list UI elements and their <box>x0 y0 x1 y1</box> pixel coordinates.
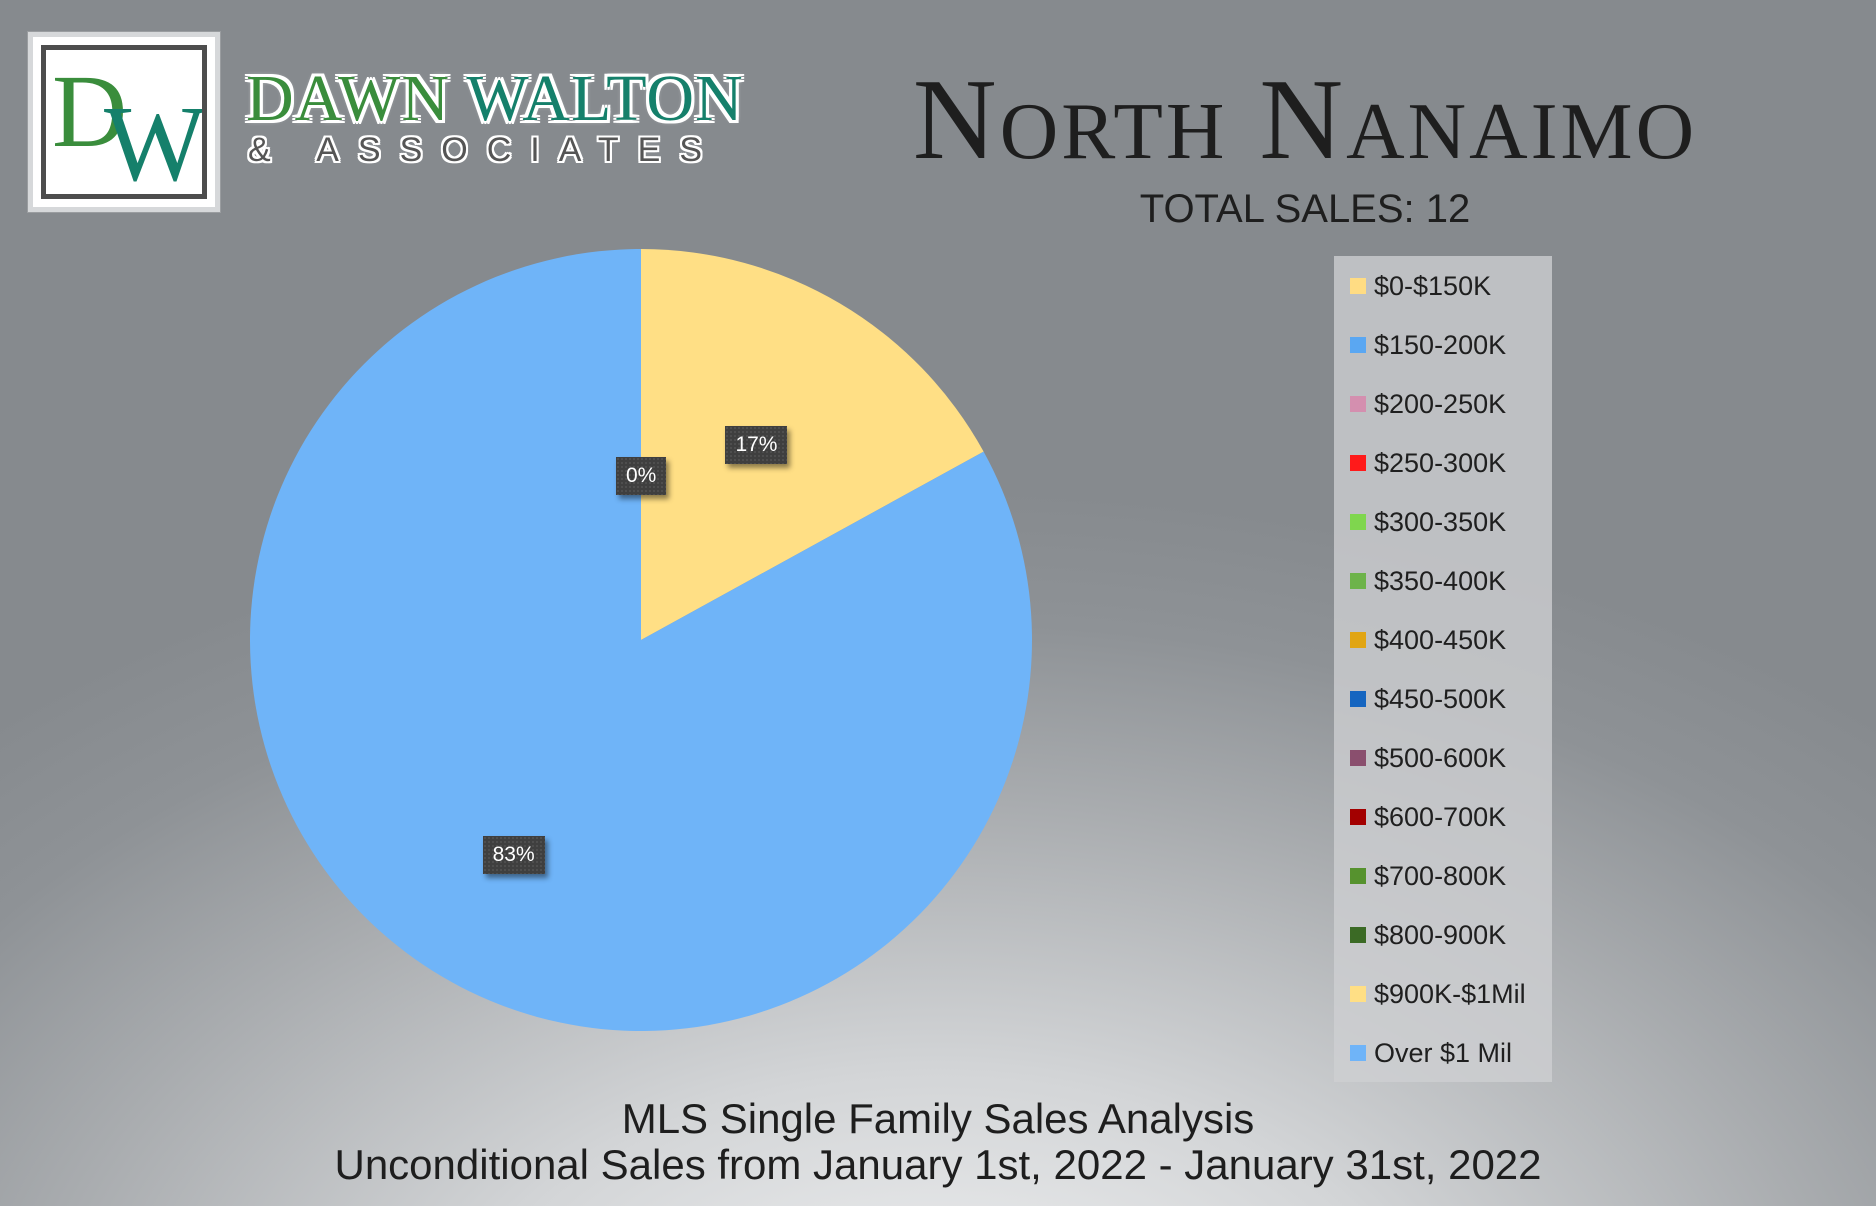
footer-date-range: Unconditional Sales from January 1st, 20… <box>0 1140 1876 1190</box>
legend-label: Over $1 Mil <box>1374 1038 1512 1069</box>
legend-label: $0-$150K <box>1374 271 1491 302</box>
legend-item-300-350k: $300-350K <box>1350 502 1550 542</box>
legend-item-150-200k: $150-200K <box>1350 325 1550 365</box>
pie-slices <box>250 249 1032 1031</box>
legend-swatch <box>1350 1045 1366 1061</box>
legend-item-800-900k: $800-900K <box>1350 915 1550 955</box>
legend-item-700-800k: $700-800K <box>1350 856 1550 896</box>
legend-swatch <box>1350 986 1366 1002</box>
legend-swatch <box>1350 927 1366 943</box>
footer-title: MLS Single Family Sales Analysis <box>0 1094 1876 1144</box>
legend-label: $900K-$1Mil <box>1374 979 1526 1010</box>
legend-item-500-600k: $500-600K <box>1350 738 1550 778</box>
legend-item-400-450k: $400-450K <box>1350 620 1550 660</box>
legend-label: $600-700K <box>1374 802 1506 833</box>
legend-swatch <box>1350 337 1366 353</box>
legend-swatch <box>1350 278 1366 294</box>
legend-swatch <box>1350 809 1366 825</box>
legend-swatch <box>1350 868 1366 884</box>
legend-label: $700-800K <box>1374 861 1506 892</box>
legend-label: $800-900K <box>1374 920 1506 951</box>
legend-item-200-250k: $200-250K <box>1350 384 1550 424</box>
legend-label: $150-200K <box>1374 330 1506 361</box>
legend-swatch <box>1350 455 1366 471</box>
legend-item-600-700k: $600-700K <box>1350 797 1550 837</box>
data-label-0-150k: 0% <box>616 457 666 495</box>
legend-label: $300-350K <box>1374 507 1506 538</box>
legend-label: $450-500K <box>1374 684 1506 715</box>
legend-label: $500-600K <box>1374 743 1506 774</box>
legend-item-0-150k: $0-$150K <box>1350 266 1550 306</box>
data-label-900k-1mil: 17% <box>725 426 787 464</box>
legend-swatch <box>1350 632 1366 648</box>
legend-item-250-300k: $250-300K <box>1350 443 1550 483</box>
legend-item-900k-1mil: $900K-$1Mil <box>1350 974 1550 1014</box>
legend-item-350-400k: $350-400K <box>1350 561 1550 601</box>
legend-label: $400-450K <box>1374 625 1506 656</box>
data-label-over-1-mil: 83% <box>483 836 545 874</box>
legend-swatch <box>1350 514 1366 530</box>
legend-item-450-500k: $450-500K <box>1350 679 1550 719</box>
legend-swatch <box>1350 750 1366 766</box>
legend-label: $200-250K <box>1374 389 1506 420</box>
legend-label: $250-300K <box>1374 448 1506 479</box>
legend-swatch <box>1350 573 1366 589</box>
legend-swatch <box>1350 396 1366 412</box>
chart-legend: $0-$150K $150-200K $200-250K $250-300K $300-… <box>1334 256 1552 1082</box>
legend-swatch <box>1350 691 1366 707</box>
legend-label: $350-400K <box>1374 566 1506 597</box>
legend-item-over-1-mil: Over $1 Mil <box>1350 1033 1550 1073</box>
